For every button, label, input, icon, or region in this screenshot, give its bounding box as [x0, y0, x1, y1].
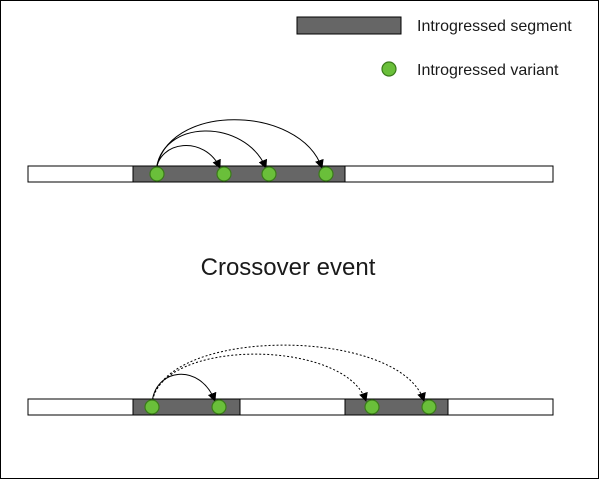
linkage-arc-bottom-3 — [151, 344, 426, 405]
linkage-arc-bottom-2 — [151, 353, 368, 405]
linkage-arc-bottom-1 — [151, 373, 217, 405]
legend-segment-label: Introgressed segment — [417, 18, 572, 35]
variant-bottom-3 — [364, 399, 380, 415]
variant-bottom-1 — [144, 399, 160, 415]
legend-variant-swatch — [381, 61, 397, 77]
introgressed-segment-top — [132, 165, 346, 183]
legend-variant-label: Introgressed variant — [417, 62, 559, 79]
chromosome-top — [27, 119, 554, 183]
variant-top-4 — [318, 166, 334, 182]
variant-top-3 — [261, 166, 277, 182]
legend: Introgressed segment Introgressed varian… — [296, 16, 572, 79]
chromosome-bottom-bar — [27, 398, 554, 416]
linkage-arc-top-3 — [155, 119, 324, 173]
crossover-event-label: Crossover event — [201, 254, 376, 281]
chromosome-bottom — [27, 344, 554, 416]
variant-top-2 — [216, 166, 232, 182]
variant-bottom-4 — [421, 399, 437, 415]
variant-bottom-2 — [211, 399, 227, 415]
variant-top-1 — [149, 166, 165, 182]
legend-segment-swatch — [296, 16, 402, 35]
